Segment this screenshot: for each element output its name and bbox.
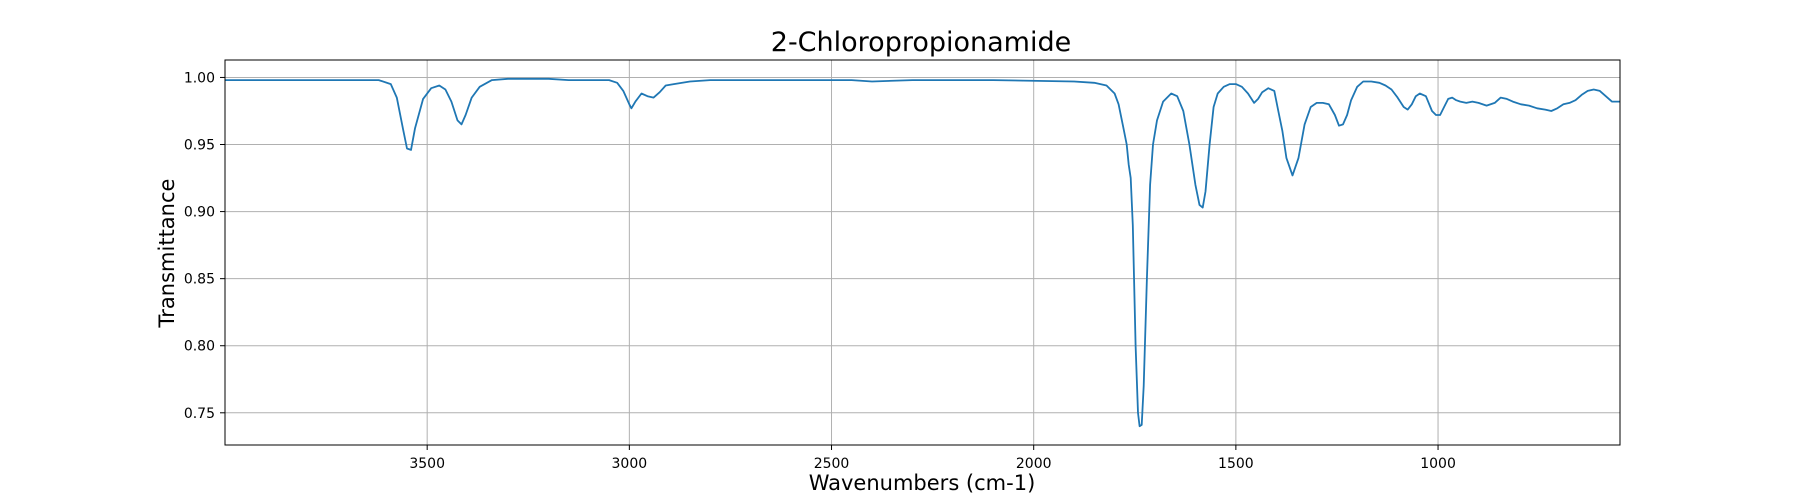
x-tick-label: 3000 — [612, 456, 648, 472]
y-tick-label: 0.75 — [184, 406, 215, 422]
x-tick-label: 2000 — [1016, 456, 1052, 472]
y-tick-label: 0.90 — [184, 205, 215, 221]
y-tick-label: 1.00 — [184, 70, 215, 86]
grid — [225, 60, 1620, 445]
x-tick-label: 2500 — [814, 456, 850, 472]
y-axis-label: Transmittance — [155, 179, 179, 329]
axis-ticks: 3500 3000 2500 2000 1500 1000 0.75 0.80 0.85 0.90… — [184, 70, 1456, 472]
y-tick-label: 0.85 — [184, 272, 215, 288]
y-tick-label: 0.80 — [184, 339, 215, 355]
x-tick-label: 1500 — [1218, 456, 1254, 472]
chart-title: 2-Chloropropionamide — [771, 27, 1071, 58]
x-axis-label: Wavenumbers (cm-1) — [809, 471, 1036, 495]
spectrum-line — [225, 77, 1620, 428]
x-tick-label: 1000 — [1420, 456, 1456, 472]
plot-frame — [224, 59, 1621, 446]
y-tick-label: 0.95 — [184, 138, 215, 154]
x-tick-label: 3500 — [409, 456, 445, 472]
